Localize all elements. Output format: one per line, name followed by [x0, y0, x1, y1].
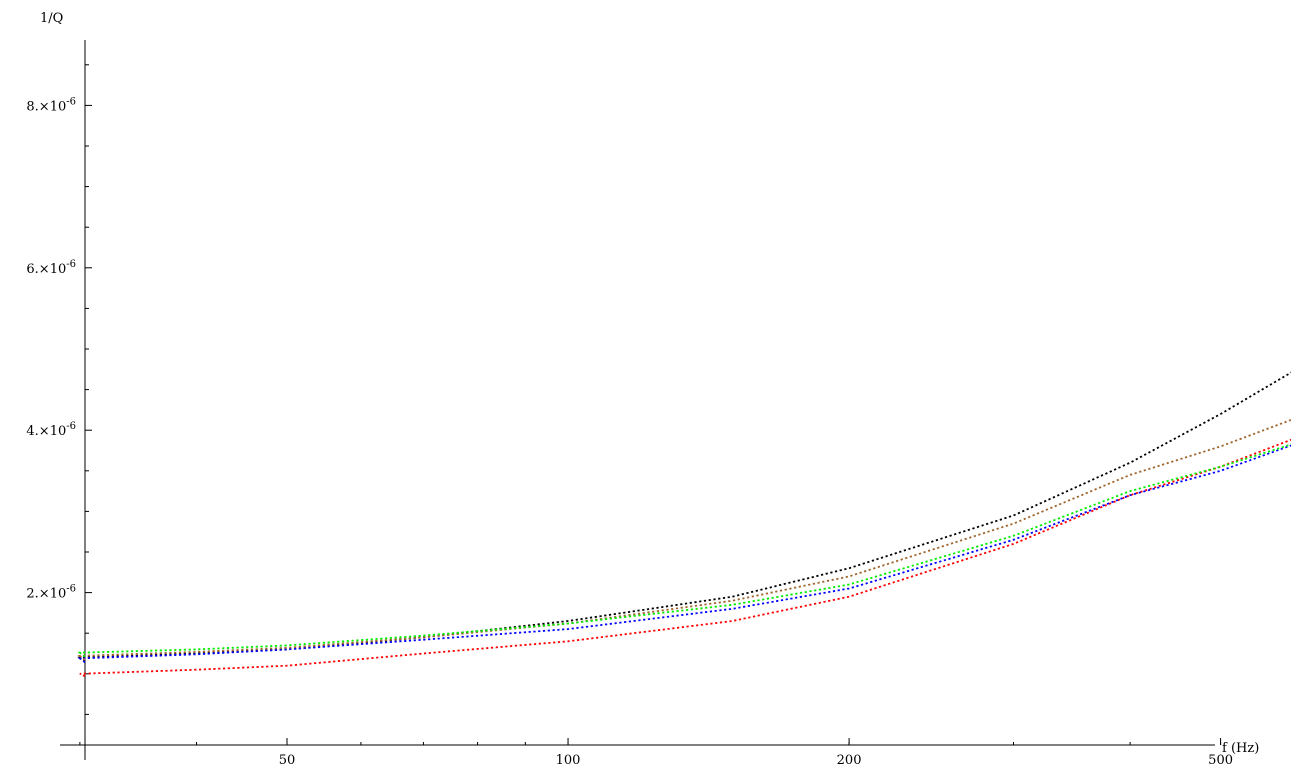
y-ticks: 2.×10-6 4.×10-6 6.×10-6 8.×10-6	[26, 64, 92, 715]
x-tick-label: 500	[1208, 753, 1233, 768]
x-axis-label: f (Hz)	[1222, 741, 1259, 756]
series-curve-5	[77, 443, 1291, 658]
curves	[77, 371, 1291, 678]
y-tick-label: 2.×10-6	[26, 584, 76, 602]
axes	[60, 40, 1215, 760]
y-tick-label: 6.×10-6	[26, 259, 76, 277]
series-curve-1	[77, 371, 1291, 663]
x-tick-label: 200	[837, 753, 862, 768]
x-ticks: 5010020050010002000	[79, 738, 1233, 768]
y-tick-label: 4.×10-6	[26, 421, 76, 439]
series-curve-4	[77, 418, 1291, 661]
x-tick-label: 50	[279, 753, 296, 768]
series-curve-2	[79, 438, 1291, 678]
series-curve-3	[77, 444, 1291, 664]
y-tick-label: 8.×10-6	[26, 96, 76, 114]
x-tick-label: 100	[556, 753, 581, 768]
y-axis-label: 1/Q	[40, 11, 63, 26]
